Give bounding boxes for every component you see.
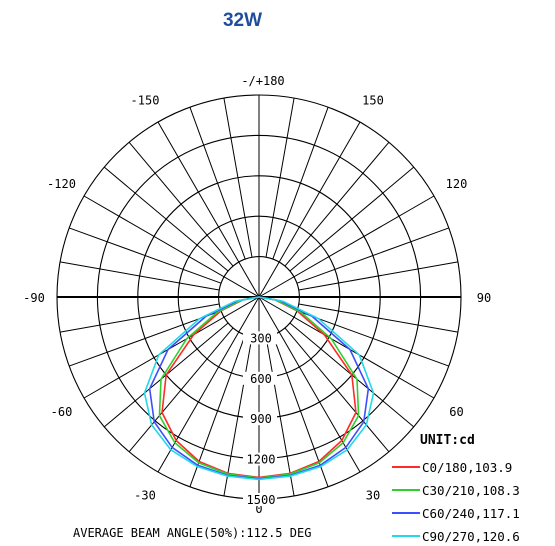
grid-spoke [289,166,415,272]
grid-spoke [128,327,234,453]
grid-spoke [103,166,229,272]
angle-label: 60 [449,405,463,419]
grid-spoke [223,336,253,497]
grid-spoke [272,334,329,487]
grid-spoke [296,227,449,284]
radial-label: 1500 [247,493,276,507]
beam-angle-label: AVERAGE BEAM ANGLE(50%):112.5 DEG [73,526,311,540]
grid-spoke [272,107,329,260]
legend: UNIT:cd C0/180,103.9 C30/210,108.3 C60/240… [392,433,520,544]
intensity-curves [143,296,375,481]
grid-spoke [265,97,295,258]
grid-spoke [296,310,449,367]
curve-c90 [143,296,375,481]
angle-label: 0 [255,502,262,516]
radial-label-bg [243,331,277,345]
grid-spoke [59,261,220,291]
grid-spoke [284,141,390,267]
chart-title: 32W [222,10,263,31]
radial-label-bg [243,452,277,466]
angle-label: -/+180 [241,74,284,88]
angle-label: -30 [134,489,156,503]
legend-label: C60/240,117.1 [422,506,520,521]
legend-label: C90/270,120.6 [422,529,520,544]
legend-label: C0/180,103.9 [422,460,512,475]
grid-spoke [189,107,246,260]
radial-label: 1200 [247,453,276,467]
grid-spoke [69,227,222,284]
grid-spoke [83,195,260,298]
radial-label: 900 [250,412,272,426]
axis-labels: -/+1801501209060300-30-60-90-120-1503006… [23,74,491,516]
grid-spoke [69,310,222,367]
angle-label: 120 [446,177,468,191]
radial-label-bg [243,412,277,426]
angle-label: 90 [477,291,491,305]
legend-label: C30/210,108.3 [422,483,520,498]
angle-label: -90 [23,291,45,305]
grid-spoke [298,261,459,291]
unit-label: UNIT:cd [420,433,475,448]
radial-label: 600 [250,372,272,386]
grid-spoke [157,121,260,298]
angle-label: -120 [47,177,76,191]
grid-spoke [298,303,459,333]
grid-spoke [59,303,220,333]
grid-spoke [223,97,253,258]
radial-label-bg [243,371,277,385]
angle-label: 30 [366,489,380,503]
grid-spoke [258,195,435,298]
angle-label: -150 [131,94,160,108]
grid-spoke [265,336,295,497]
grid-spoke [284,327,390,453]
radial-label: 300 [250,331,272,345]
angle-label: -60 [51,405,73,419]
grid-spoke [189,334,246,487]
grid-spoke [128,141,234,267]
radial-label-bg [243,493,277,506]
angle-label: 150 [362,94,384,108]
grid-spoke [258,121,361,298]
